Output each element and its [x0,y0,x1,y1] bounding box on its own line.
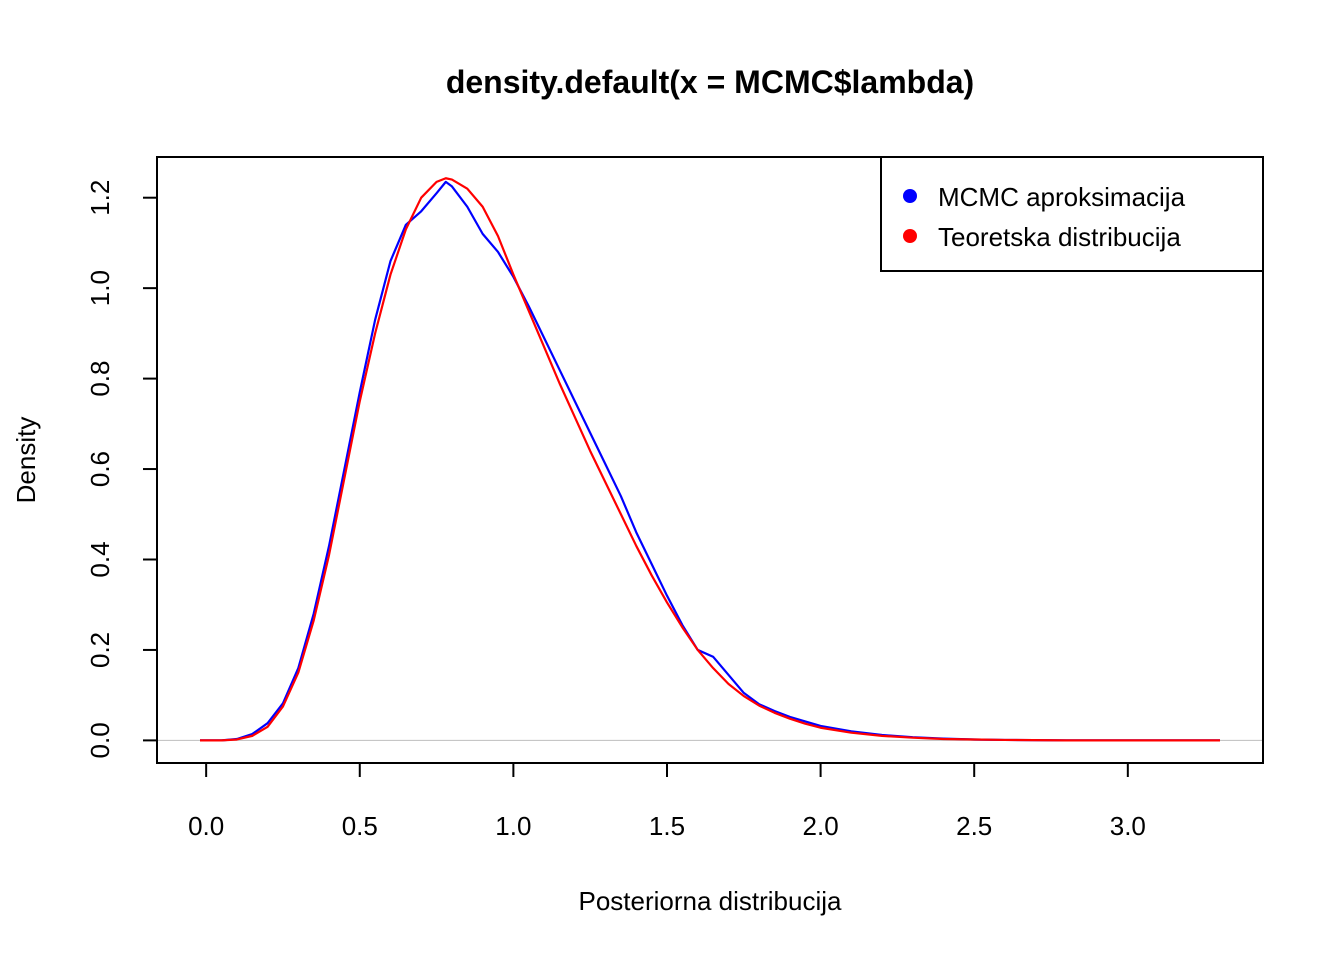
theoretical-density-line [200,177,1220,742]
y-axis: 0.0 0.2 0.4 0.6 0.8 1.0 1.2 [85,180,158,758]
legend-marker-teoretska [903,229,917,243]
x-tick-label: 1.5 [649,811,685,841]
x-tick-label: 3.0 [1110,811,1146,841]
x-tick-label: 0.5 [342,811,378,841]
legend-marker-mcmc [903,189,917,203]
x-axis: 0.0 0.5 1.0 1.5 2.0 2.5 3.0 [188,762,1146,841]
x-tick-label: 0.0 [188,811,224,841]
x-tick-label: 1.0 [495,811,531,841]
series-layer [200,177,1220,742]
legend-label-teoretska: Teoretska distribucija [938,222,1181,252]
x-tick-label: 2.0 [803,811,839,841]
x-tick-label: 2.5 [956,811,992,841]
chart-title: density.default(x = MCMC$lambda) [446,64,974,100]
legend-entry-mcmc: MCMC aproksimacija [903,182,1186,212]
legend-label-mcmc: MCMC aproksimacija [938,182,1186,212]
y-tick-label: 0.6 [85,451,115,487]
y-tick-label: 0.8 [85,361,115,397]
y-tick-label: 0.4 [85,541,115,577]
y-tick-label: 0.0 [85,722,115,758]
y-tick-label: 1.0 [85,270,115,306]
legend-entry-teoretska: Teoretska distribucija [903,222,1181,252]
legend: MCMC aproksimacija Teoretska distribucij… [880,156,1264,272]
legend-box [880,156,1264,272]
y-axis-label: Density [11,417,41,504]
y-tick-label: 1.2 [85,180,115,216]
x-axis-label: Posteriorna distribucija [578,886,842,916]
y-tick-label: 0.2 [85,632,115,668]
mcmc-density-line [200,180,1220,742]
